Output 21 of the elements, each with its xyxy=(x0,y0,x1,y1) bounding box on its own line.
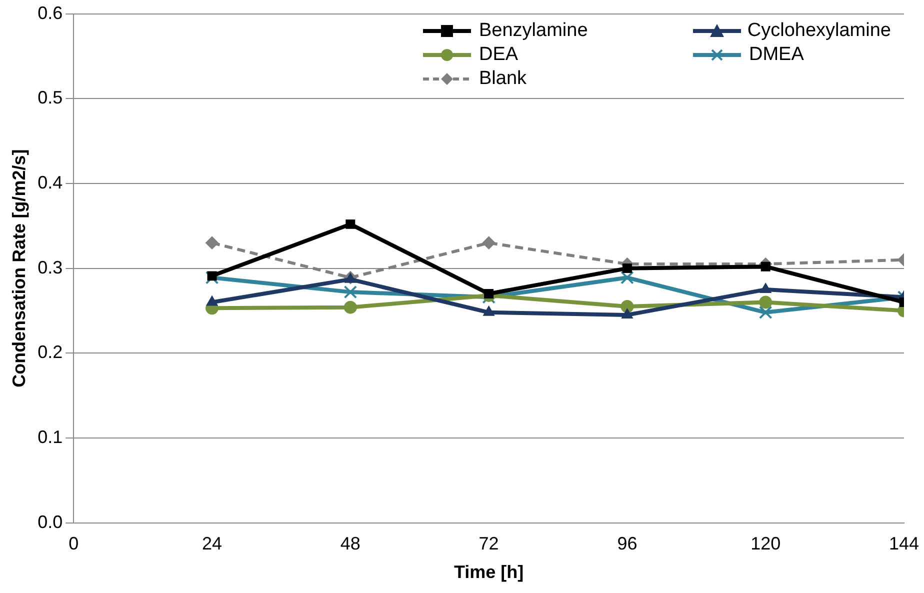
y-axis-title: Condensation Rate [g/m2/s] xyxy=(8,149,29,388)
y-tick-label: 0.3 xyxy=(38,257,63,278)
y-tick-label: 0.0 xyxy=(38,512,63,532)
y-tick-label: 0.1 xyxy=(38,426,63,447)
legend-label: DEA xyxy=(479,44,518,66)
x-tick-label: 72 xyxy=(478,534,499,554)
legend-label: DMEA xyxy=(749,44,804,66)
x-tick-label: 48 xyxy=(340,534,360,554)
x-tick-label: 0 xyxy=(68,534,79,554)
x-tick-label: 96 xyxy=(617,534,638,554)
y-tick-label: 0.2 xyxy=(38,342,63,362)
x-tick-label: 24 xyxy=(202,534,222,554)
y-tick-label: 0.4 xyxy=(38,172,63,192)
y-tick-label: 0.5 xyxy=(38,88,63,108)
legend-label: Benzylamine xyxy=(479,20,588,42)
x-tick-label: 120 xyxy=(750,534,781,554)
legend-label: Cyclohexylamine xyxy=(747,20,891,42)
y-tick-label: 0.6 xyxy=(38,2,63,23)
x-axis-title: Time [h] xyxy=(454,562,524,582)
x-tick-label: 144 xyxy=(888,534,920,554)
legend-label: Blank xyxy=(479,68,527,90)
